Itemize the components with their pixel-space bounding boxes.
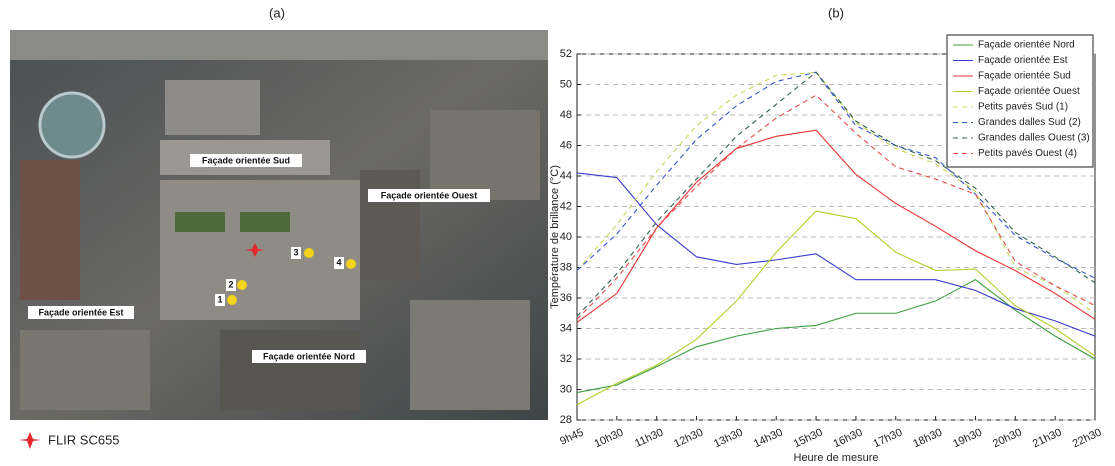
series-line: [576, 172, 1096, 337]
marker-label: 4: [336, 257, 341, 267]
legend-label: Grandes dalles Ouest (3): [978, 133, 1090, 144]
x-tick-label: 12h30: [672, 426, 705, 450]
panel-label: (b): [828, 5, 844, 20]
y-tick-label: 34: [560, 322, 572, 334]
legend-label: Petits pavés Sud (1): [978, 102, 1068, 113]
facade-label: Façade orientée Ouest: [381, 190, 478, 200]
legend-label: Façade orientée Nord: [978, 40, 1075, 51]
y-axis-label: Température de brillance (°C): [549, 165, 561, 309]
x-tick-label: 21h30: [1031, 426, 1064, 450]
series-line: [576, 71, 1096, 314]
legend-label: Façade orientée Ouest: [978, 86, 1080, 97]
marker-label: 3: [293, 247, 298, 257]
legend-label: Façade orientée Est: [978, 55, 1068, 66]
legend-label: Façade orientée Sud: [978, 71, 1071, 82]
x-tick-label: 22h30: [1071, 426, 1104, 450]
x-tick-label: 13h30: [712, 426, 745, 450]
y-tick-label: 42: [560, 200, 572, 212]
y-tick-label: 38: [560, 261, 572, 273]
y-tick-label: 28: [560, 414, 572, 426]
x-tick-label: 17h30: [871, 426, 904, 450]
y-tick-label: 36: [560, 292, 572, 304]
x-tick-label: 15h30: [792, 426, 825, 450]
y-tick-label: 30: [560, 383, 572, 395]
series-line: [576, 71, 1096, 279]
facade-label: Façade orientée Nord: [263, 351, 355, 361]
x-tick-label: 20h30: [991, 426, 1024, 450]
panel-label: (a): [269, 5, 285, 20]
facade-label: Façade orientée Est: [38, 307, 123, 317]
legend-label: Petits pavés Ouest (4): [978, 148, 1077, 159]
legend-icon: [19, 432, 41, 449]
x-tick-label: 19h30: [951, 426, 984, 450]
x-tick-label: 18h30: [911, 426, 944, 450]
y-tick-label: 52: [560, 48, 572, 60]
legend-label: Grandes dalles Sud (2): [978, 117, 1081, 128]
facade-labels: Façade orientée Sud Façade orientée Oues…: [28, 154, 490, 363]
measure-points: 1 2 3 4: [215, 247, 356, 306]
y-tick-label: 48: [560, 109, 572, 121]
y-tick-label: 32: [560, 353, 572, 365]
y-tick-label: 50: [560, 78, 572, 90]
series-line: [576, 94, 1096, 320]
x-tick-label: 11h30: [633, 426, 665, 449]
y-tick-label: 44: [560, 170, 572, 182]
series-line: [576, 129, 1096, 323]
y-tick-label: 40: [560, 231, 572, 243]
facade-label: Façade orientée Sud: [202, 155, 290, 165]
chart: 28 30 32 34 36 38 40 42 44 46 48 50 52 9h45 10h30 11h30…: [549, 34, 1104, 464]
series-line: [576, 210, 1096, 406]
x-tick-label: 16h30: [832, 426, 865, 450]
aerial-photo: [10, 30, 548, 420]
y-tick-label: 46: [560, 139, 572, 151]
x-tick-label: 14h30: [752, 426, 785, 450]
marker-label: 1: [217, 294, 222, 304]
x-tick-label: 9h45: [558, 426, 585, 447]
legend-box: [946, 34, 1094, 168]
x-axis-label: Heure de mesure: [794, 452, 879, 464]
marker-label: 2: [228, 279, 233, 289]
x-tick-label: 10h30: [593, 426, 626, 450]
photo-legend: FLIR SC655: [48, 432, 120, 447]
